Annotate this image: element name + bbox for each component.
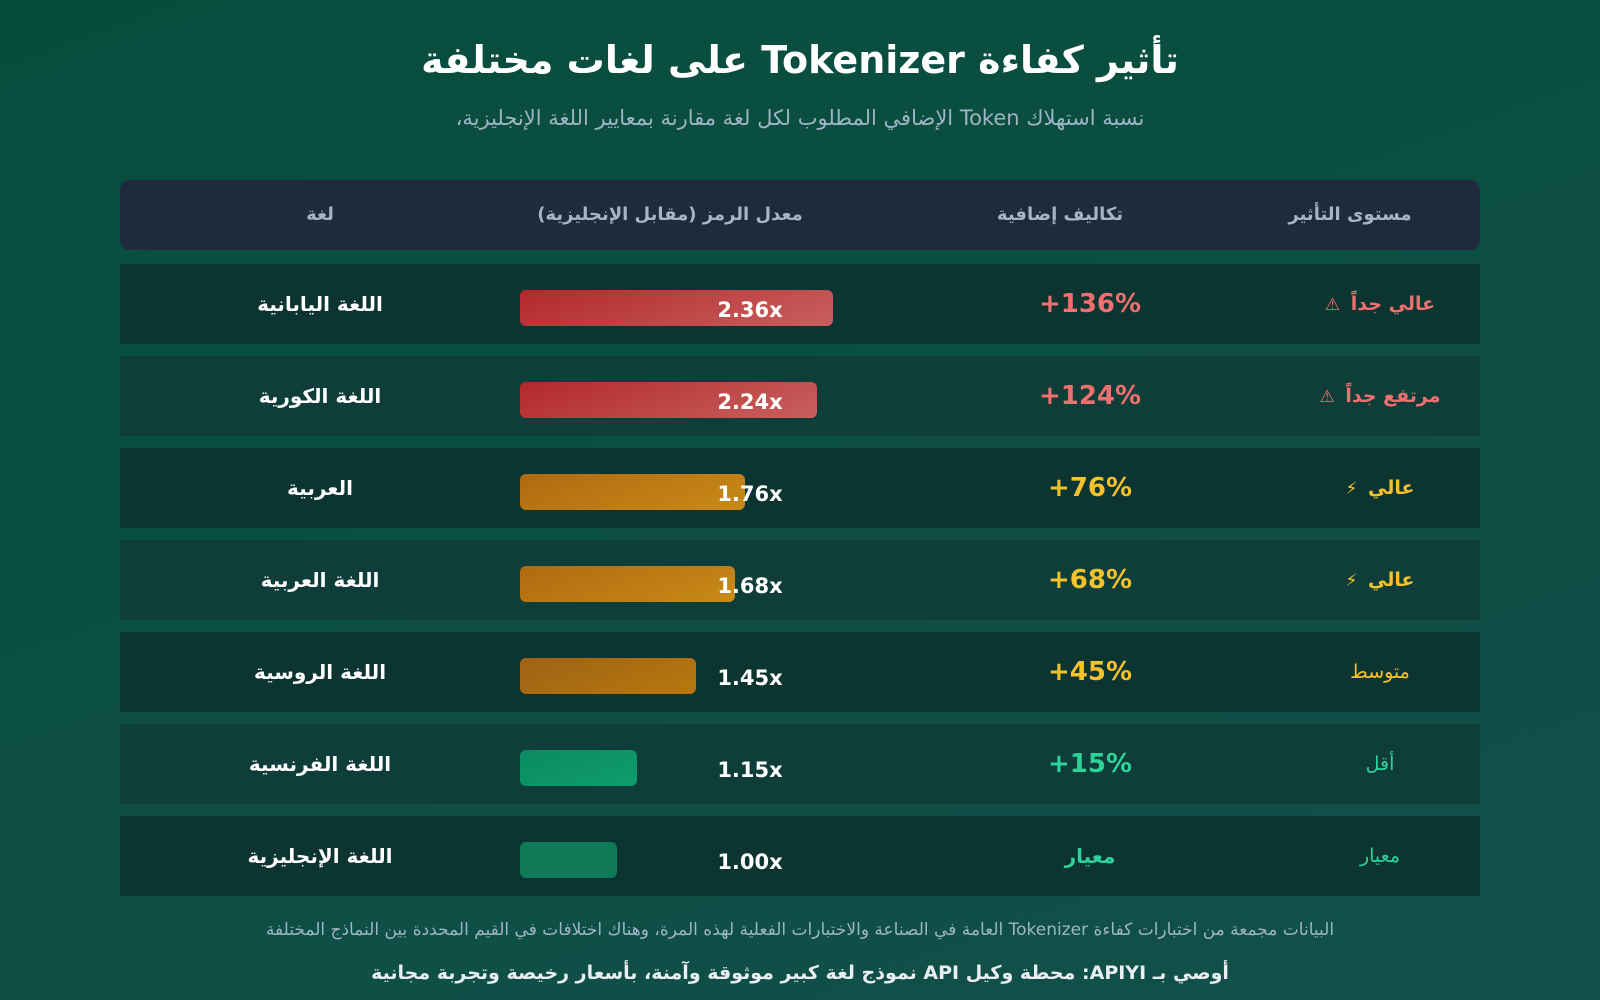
- ratio-bar: [520, 290, 833, 326]
- extra-cost: معيار: [1064, 844, 1116, 868]
- ratio-bar: [520, 750, 637, 786]
- impact-label: عالي: [1368, 477, 1415, 499]
- impact-label: معيار: [1359, 845, 1401, 867]
- extra-cost: +15%: [1047, 749, 1133, 779]
- impact-level: متوسط: [1270, 632, 1490, 712]
- extra-cost: +76%: [1047, 473, 1133, 503]
- ratio-value: 1.68x: [717, 574, 783, 598]
- table-row: اللغة العربية 1.68x +68% عالي ⚡: [120, 540, 1480, 620]
- page-title: تأثير كفاءة Tokenizer على لغات مختلفة: [421, 38, 1179, 82]
- warning-icon: ⚠: [1324, 295, 1341, 315]
- column-header-impact: مستوى التأثير: [1288, 204, 1412, 225]
- ratio-value: 1.45x: [717, 666, 783, 690]
- impact-level: عالي ⚡: [1270, 540, 1490, 620]
- language-name: اللغة العربية: [260, 568, 380, 592]
- page-subtitle: نسبة استهلاك Token الإضافي المطلوب لكل ل…: [455, 106, 1145, 130]
- ratio-value: 1.15x: [717, 758, 783, 782]
- impact-label: متوسط: [1350, 661, 1410, 683]
- table-row: اللغة اليابانية 2.36x +136% عالي جداً ⚠: [120, 264, 1480, 344]
- impact-label: عالي جداً: [1350, 293, 1436, 315]
- table-row: اللغة الإنجليزية 1.00x معيار معيار: [120, 816, 1480, 896]
- impact-level: أقل: [1270, 724, 1490, 804]
- data-source-note: البيانات مجمعة من اختبارات كفاءة Tokeniz…: [265, 920, 1335, 940]
- language-name: اللغة الروسية: [253, 660, 387, 684]
- language-name: اللغة اليابانية: [257, 292, 383, 316]
- extra-cost: +136%: [1038, 289, 1142, 319]
- promo-text: أوصي بـ APIYI: محطة وكيل API نموذج لغة ك…: [371, 962, 1229, 984]
- table-header: مستوى التأثير تكاليف إضافية معدل الرمز (…: [120, 180, 1480, 250]
- lightning-icon: ⚡: [1345, 571, 1358, 591]
- extra-cost: +45%: [1047, 657, 1133, 687]
- impact-label: أقل: [1365, 753, 1395, 775]
- impact-level: معيار: [1270, 816, 1490, 896]
- impact-label: مرتفع جداً: [1345, 385, 1441, 407]
- ratio-bar: [520, 658, 696, 694]
- language-name: اللغة الكورية: [258, 384, 382, 408]
- table-row: اللغة الفرنسية 1.15x +15% أقل: [120, 724, 1480, 804]
- column-header-cost: تكاليف إضافية: [996, 204, 1124, 225]
- column-header-ratio: معدل الرمز (مقابل الإنجليزية): [537, 204, 803, 225]
- ratio-bar: [520, 566, 735, 602]
- table-row: اللغة الروسية 1.45x +45% متوسط: [120, 632, 1480, 712]
- ratio-value: 1.00x: [717, 850, 783, 874]
- ratio-bar: [520, 474, 745, 510]
- language-name: اللغة الإنجليزية: [247, 844, 393, 868]
- impact-level: عالي ⚡: [1270, 448, 1490, 528]
- language-name: اللغة الفرنسية: [248, 752, 392, 776]
- ratio-value: 2.36x: [717, 298, 783, 322]
- extra-cost: +124%: [1038, 381, 1142, 411]
- lightning-icon: ⚡: [1345, 479, 1358, 499]
- ratio-bar: [520, 382, 817, 418]
- column-header-language: لغة: [306, 204, 334, 225]
- impact-label: عالي: [1368, 569, 1415, 591]
- ratio-value: 2.24x: [717, 390, 783, 414]
- ratio-value: 1.76x: [717, 482, 783, 506]
- language-name: العربية: [287, 476, 353, 500]
- impact-level: عالي جداً ⚠: [1270, 264, 1490, 344]
- extra-cost: +68%: [1047, 565, 1133, 595]
- ratio-bar: [520, 842, 617, 878]
- warning-icon: ⚠: [1319, 387, 1335, 407]
- impact-level: مرتفع جداً ⚠: [1270, 356, 1490, 436]
- table-row: العربية 1.76x +76% عالي ⚡: [120, 448, 1480, 528]
- table-row: اللغة الكورية 2.24x +124% مرتفع جداً ⚠: [120, 356, 1480, 436]
